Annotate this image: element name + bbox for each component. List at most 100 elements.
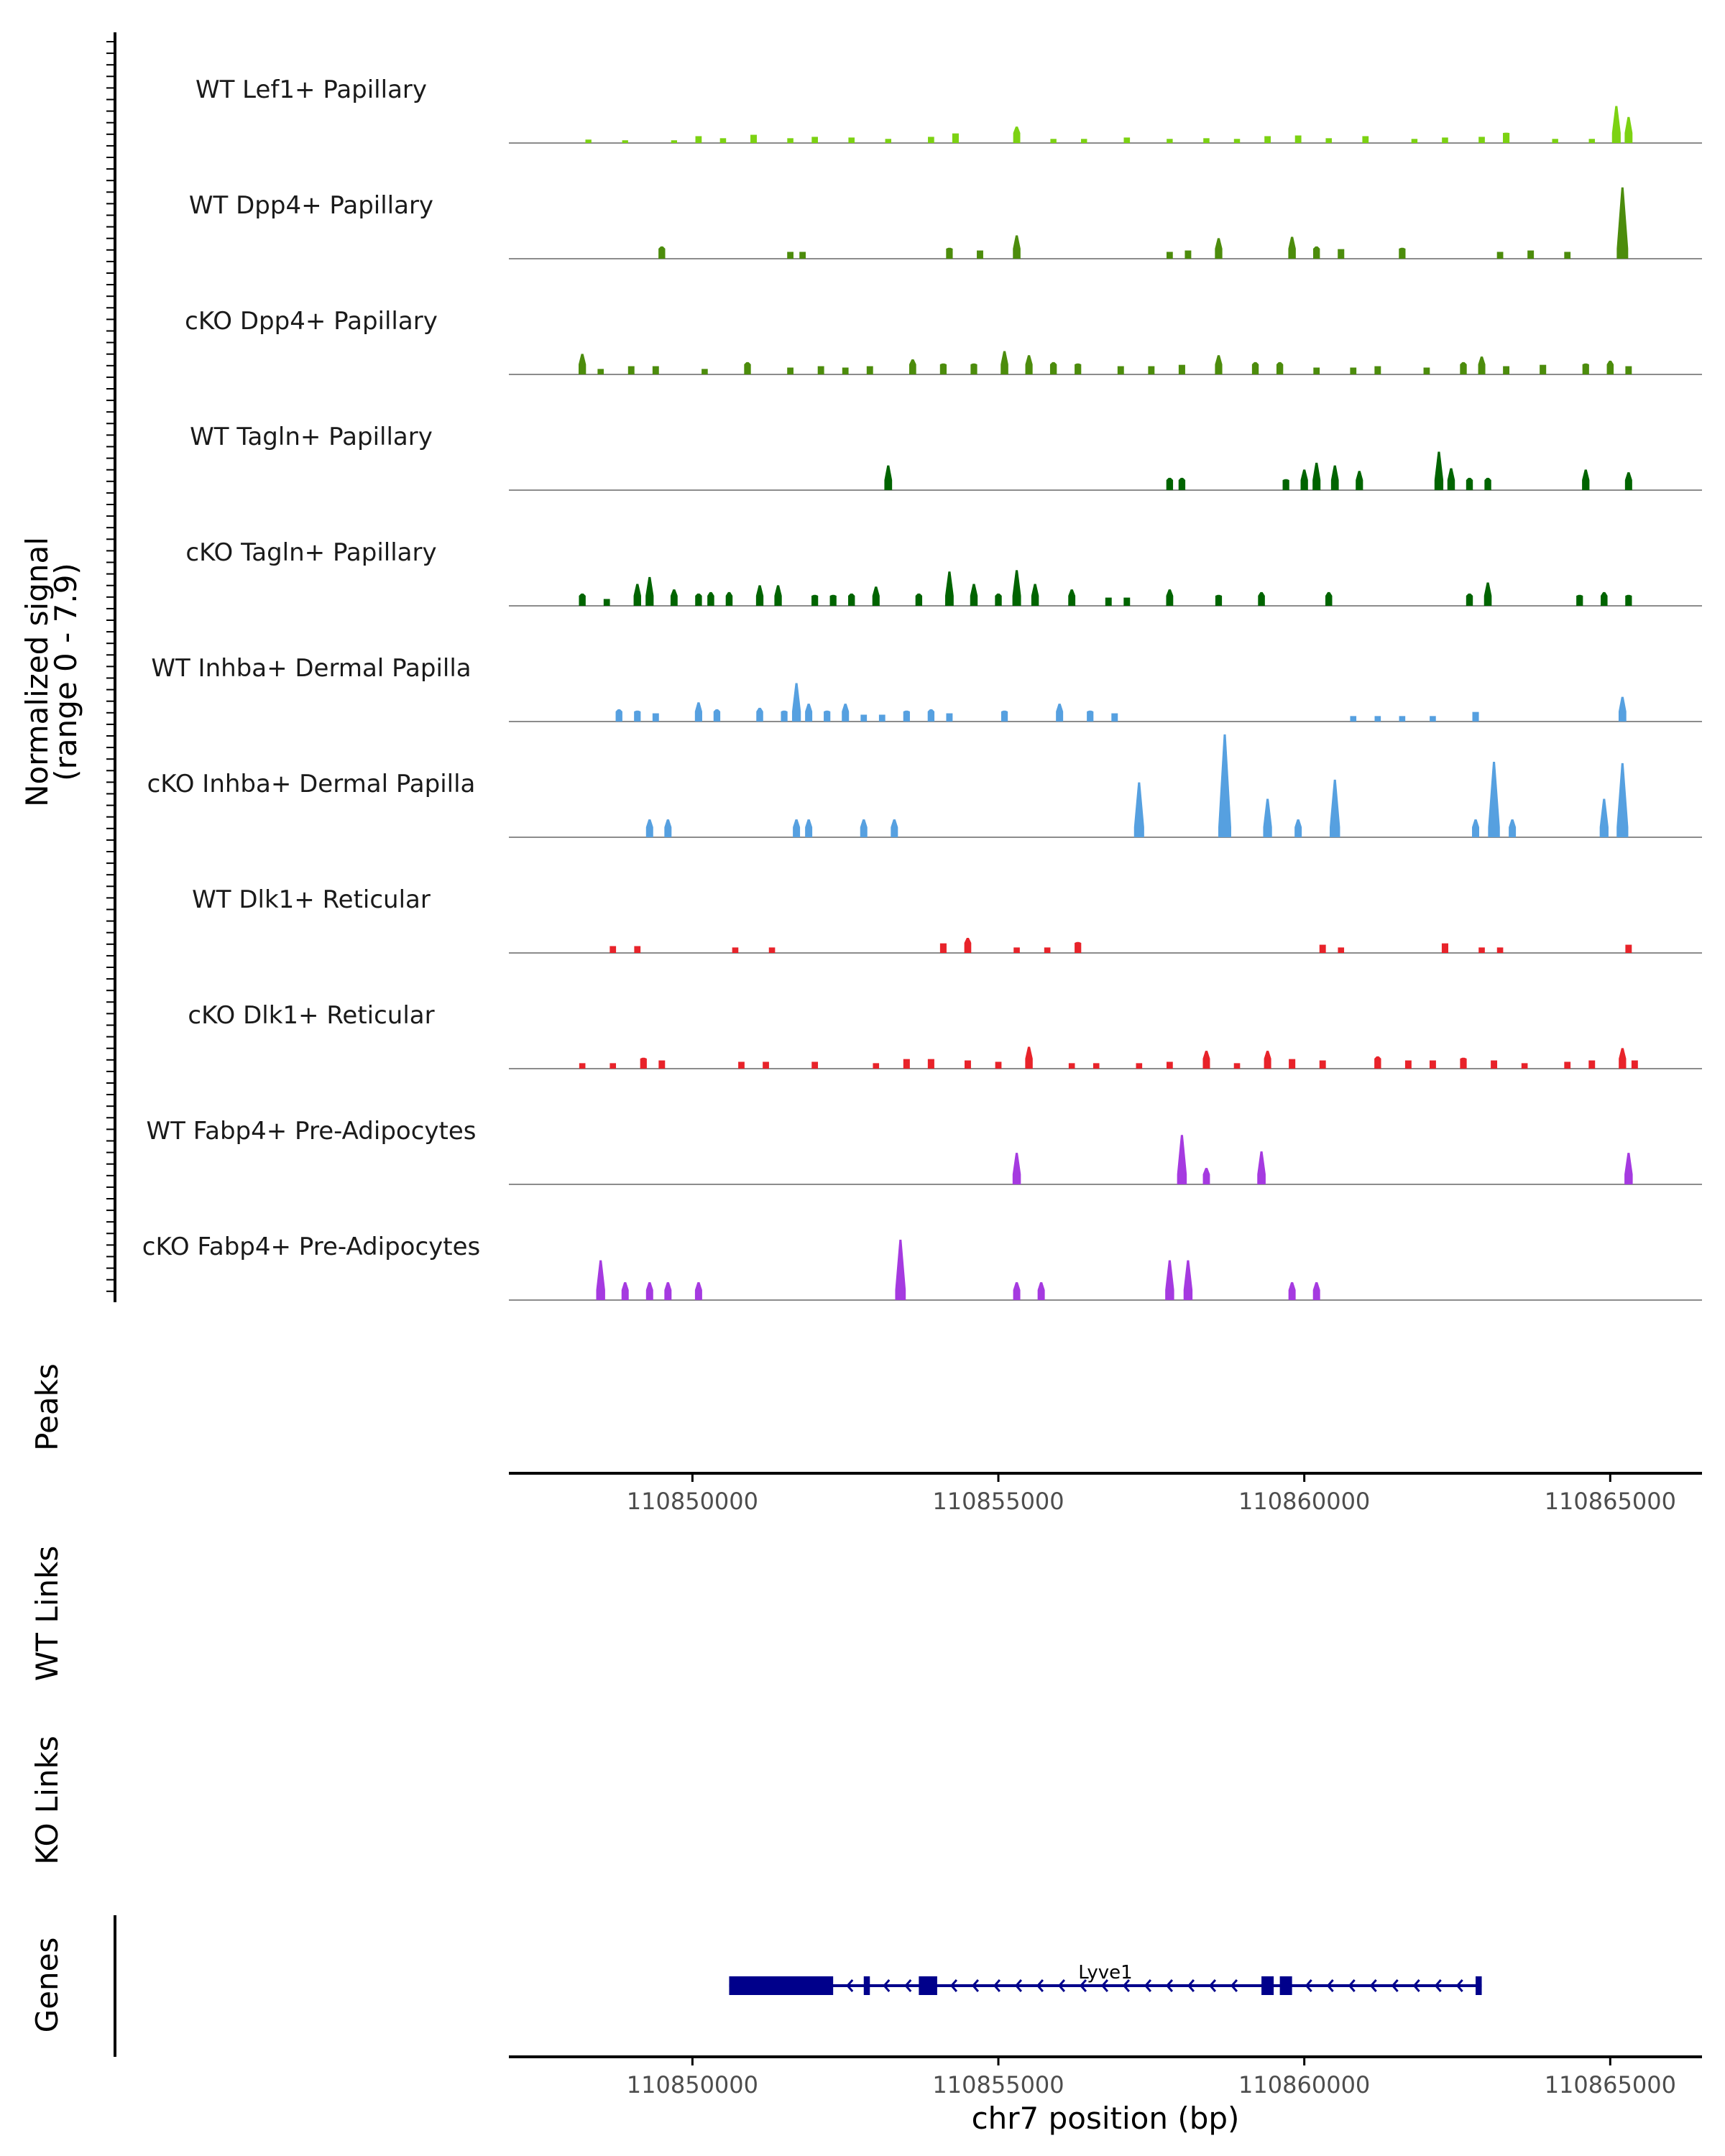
coverage-tracks: WT Lef1+ Papillary WT Dpp4+ Papillary cKO … (142, 75, 1702, 1301)
coverage-peak (1049, 361, 1057, 374)
coverage-peak (927, 1059, 934, 1069)
coverage-peak (1411, 139, 1418, 143)
track-wt-lef1-papillary: WT Lef1+ Papillary (196, 75, 1702, 144)
strand-arrow (904, 1979, 912, 1992)
coverage-peak (1257, 1151, 1266, 1184)
track-cko-tagln-papillary: cKO Tagln+ Papillary (185, 538, 1702, 607)
coverage-peak (829, 594, 837, 606)
coverage-peak (1013, 235, 1021, 259)
track-wt-fabp4-pre-adipocytes: WT Fabp4+ Pre-Adipocytes (147, 1117, 1702, 1185)
coverage-peak (1117, 366, 1124, 374)
track-label: WT Dpp4+ Papillary (189, 191, 433, 220)
signal-y-axis (106, 32, 116, 1302)
coverage-peak (1429, 1060, 1436, 1069)
coverage-peak (787, 138, 794, 143)
coverage-peak (1178, 477, 1186, 490)
coverage-peak (1466, 593, 1473, 606)
coverage-peak (1075, 363, 1082, 374)
coverage-peak (1338, 947, 1345, 953)
coverage-peak (781, 710, 788, 722)
coverage-peak (1491, 1060, 1498, 1069)
strand-arrow (1455, 1979, 1463, 1992)
coverage-peak (1478, 137, 1485, 143)
coverage-peak (1123, 597, 1131, 606)
strand-arrow (1036, 1979, 1044, 1992)
strand-arrow (1391, 1979, 1399, 1992)
strand-arrow (949, 1979, 958, 1992)
coverage-peak (1000, 710, 1008, 722)
coverage-peak (768, 947, 776, 953)
coverage-peak (1624, 116, 1633, 143)
coverage-peak (738, 1061, 745, 1069)
coverage-peak (1611, 106, 1621, 143)
coverage-peak (1203, 138, 1210, 143)
coverage-peak (725, 591, 733, 606)
coverage-peak (755, 585, 764, 606)
coverage-peak (695, 593, 702, 606)
coverage-peak (627, 366, 635, 374)
coverage-peak (878, 714, 886, 722)
coverage-peak (1399, 247, 1406, 259)
coverage-peak (805, 704, 813, 722)
coverage-peak (1313, 246, 1320, 259)
coverage-peak (842, 704, 850, 722)
coverage-peak (1441, 943, 1448, 953)
coverage-peak (965, 1060, 971, 1069)
track-label: WT Dlk1+ Reticular (192, 885, 431, 914)
coverage-peak (1374, 1056, 1381, 1069)
track-label: WT Fabp4+ Pre-Adipocytes (147, 1117, 477, 1146)
coverage-peak (579, 593, 586, 606)
coverage-peak (1282, 479, 1289, 490)
coverage-peak (1177, 1135, 1187, 1184)
coverage-peak (634, 710, 641, 722)
coverage-peak (579, 354, 586, 374)
coverage-peak (1075, 941, 1082, 953)
coverage-peak (1087, 710, 1094, 722)
coverage-peak (713, 709, 721, 722)
strand-arrow (1144, 1979, 1152, 1992)
coverage-peak (1330, 465, 1339, 490)
coverage-peak (1325, 591, 1333, 606)
coverage-peak (1625, 366, 1632, 374)
x-tick-label: 110860000 (1238, 2071, 1370, 2099)
coverage-peak (860, 714, 868, 722)
coverage-peak (1037, 1282, 1045, 1300)
coverage-peak (1404, 1060, 1412, 1069)
track-wt-tagln-papillary: WT Tagln+ Papillary (190, 423, 1702, 491)
coverage-peak (610, 1063, 617, 1069)
coverage-peak (1251, 361, 1259, 374)
coverage-peak (1258, 591, 1265, 606)
x-tick-label: 110855000 (932, 2071, 1064, 2099)
peaks-panel-label: Peaks (29, 1363, 65, 1451)
coverage-peak (633, 584, 641, 606)
coverage-peak (597, 369, 604, 374)
coverage-peak (1218, 734, 1231, 837)
coverage-peak (811, 594, 819, 606)
coverage-peak (1025, 1046, 1033, 1069)
strand-arrow (1208, 1979, 1217, 1992)
coverage-peak (1148, 366, 1155, 374)
strand-arrow (1434, 1979, 1442, 1992)
coverage-peak (995, 1061, 1002, 1069)
ko-links-panel-label: KO Links (29, 1736, 65, 1865)
coverage-peak (799, 252, 806, 259)
coverage-peak (652, 366, 659, 374)
track-wt-dpp4-papillary: WT Dpp4+ Papillary (189, 187, 1702, 259)
track-wt-dlk1-reticular: WT Dlk1+ Reticular (192, 885, 1702, 954)
coverage-peak (977, 250, 983, 259)
coverage-peak (664, 1282, 672, 1300)
coverage-peak (1374, 366, 1381, 374)
coverage-peak (1472, 819, 1480, 837)
x-tick-label: 110850000 (627, 2071, 758, 2099)
coverage-peak (824, 710, 831, 722)
coverage-peak (1330, 779, 1340, 837)
coverage-peak (1616, 763, 1629, 837)
coverage-peak (1264, 1051, 1271, 1069)
coverage-peak (1478, 356, 1486, 374)
coverage-peak (1374, 716, 1381, 722)
coverage-peak (1166, 477, 1174, 490)
coverage-peak (1478, 947, 1485, 953)
coverage-peak (1588, 139, 1595, 143)
coverage-peak (1588, 1060, 1596, 1069)
track-cko-fabp4-pre-adipocytes: cKO Fabp4+ Pre-Adipocytes (142, 1233, 1702, 1301)
